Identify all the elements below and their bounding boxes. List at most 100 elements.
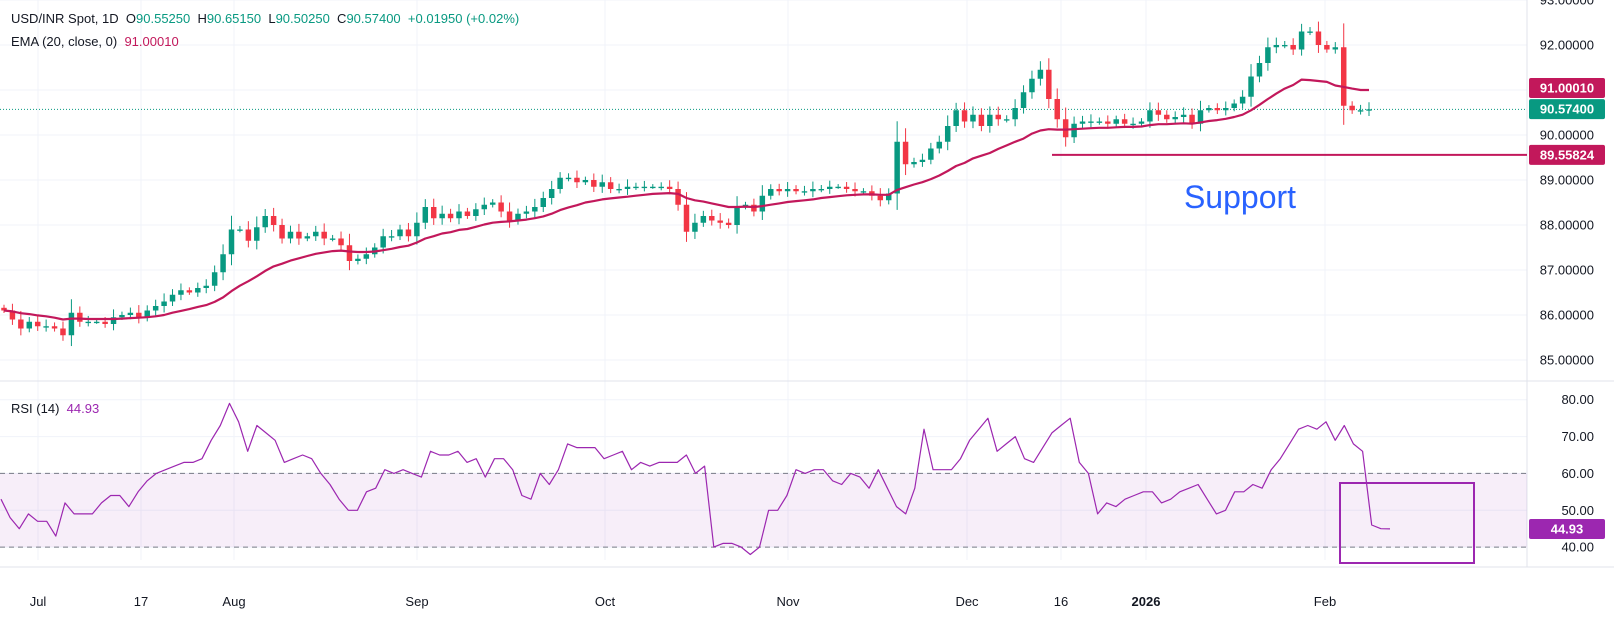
candle-body [641, 186, 648, 189]
candle-body [1029, 78, 1035, 93]
candle-body [329, 238, 336, 240]
candle-body [1282, 45, 1288, 47]
candle-body [414, 222, 420, 237]
last-price-tag: 90.57400 [1540, 102, 1594, 117]
candle-body [1046, 69, 1052, 99]
candle-body [355, 258, 361, 261]
candle-body [1307, 31, 1313, 33]
candle-body [473, 209, 479, 216]
candle-body [928, 148, 934, 160]
candle-body [1332, 47, 1339, 50]
candle-body [944, 126, 951, 142]
candle-body [835, 186, 841, 189]
candle-body [961, 110, 968, 122]
candle-body [220, 254, 226, 273]
ema-price-tag: 91.00010 [1540, 80, 1594, 95]
candle-body [818, 189, 825, 191]
candle-body [405, 229, 412, 237]
candle-body [557, 177, 563, 189]
candle-body [692, 222, 698, 232]
low-label: L [268, 11, 276, 26]
candle-body [1256, 63, 1263, 77]
candle-body [498, 202, 504, 212]
candle-body [810, 189, 816, 192]
candle-body [270, 216, 277, 225]
candle-body [1054, 99, 1060, 120]
candle-body [287, 231, 294, 239]
candle-body [784, 189, 791, 192]
candle-body [683, 204, 690, 232]
candle-body [43, 326, 49, 328]
candle-body [987, 114, 993, 126]
candle-body [540, 198, 546, 207]
candle-body [1147, 110, 1153, 122]
rsi-band [0, 473, 1527, 548]
candle-body [911, 162, 917, 165]
candle-body [102, 321, 108, 324]
rsi-label: RSI (14) [11, 401, 60, 416]
candle-body [119, 315, 125, 318]
candle-body [877, 195, 884, 201]
time-axis-label: Sep [405, 594, 428, 609]
candle-body [717, 220, 723, 223]
candle-body [178, 290, 184, 295]
candle-body [1037, 69, 1044, 79]
change-value: +0.01950 (+0.02%) [407, 11, 520, 26]
candle-body [237, 229, 243, 231]
ema-label: EMA (20, close, 0) [11, 34, 118, 49]
candle-body [607, 182, 614, 189]
candle-body [919, 159, 926, 162]
candle-body [144, 310, 150, 318]
candle-body [1340, 47, 1347, 106]
rsi-value-tag: 44.93 [1551, 521, 1584, 536]
candle-body [296, 231, 302, 239]
candle-body [93, 321, 100, 324]
candle-body [700, 216, 707, 223]
open-label: O [125, 11, 137, 26]
candles [1, 21, 1372, 347]
candle-body [591, 180, 597, 187]
candle-body [26, 321, 33, 329]
ema-value: 91.00010 [124, 34, 179, 49]
support-price-tag: 89.55824 [1540, 147, 1595, 162]
high-label: H [197, 11, 207, 26]
candle-body [1138, 121, 1145, 124]
candle-body [422, 207, 429, 223]
rsi-axis-label: 70.00 [1561, 429, 1594, 444]
candle-body [489, 202, 496, 205]
candle-body [161, 301, 167, 306]
candle-body [532, 207, 538, 212]
symbol-label: USD/INR Spot, 1D [11, 11, 119, 26]
candle-body [506, 211, 513, 221]
candle-body [1189, 114, 1195, 124]
candle-body [1172, 117, 1178, 120]
support-annotation: Support [1184, 179, 1296, 215]
candle-body [1273, 45, 1280, 48]
candle-body [321, 231, 327, 239]
candle-body [388, 236, 395, 238]
ema-price-tag-bg [1529, 77, 1605, 98]
time-axis-label: Dec [955, 594, 979, 609]
candle-body [85, 321, 91, 324]
candle-body [430, 207, 437, 219]
close-value: 90.57400 [346, 11, 401, 26]
candle-body [759, 195, 766, 212]
candle-body [1315, 31, 1322, 45]
candle-body [439, 213, 445, 219]
candle-body [1197, 110, 1204, 124]
candle-body [34, 321, 41, 327]
candle-body [582, 180, 589, 183]
candle-body [245, 229, 252, 241]
rsi-value: 44.93 [66, 401, 100, 416]
candle-body [953, 110, 959, 126]
candle-body [936, 141, 943, 149]
time-axis-label: Aug [222, 594, 245, 609]
candle-body [304, 236, 311, 239]
candle-body [254, 227, 260, 241]
price-axis-label: 86.00000 [1540, 308, 1594, 323]
candle-body [734, 207, 740, 225]
ema-line [3, 78, 1369, 321]
candle-body [464, 211, 471, 216]
candle-body [77, 312, 83, 322]
